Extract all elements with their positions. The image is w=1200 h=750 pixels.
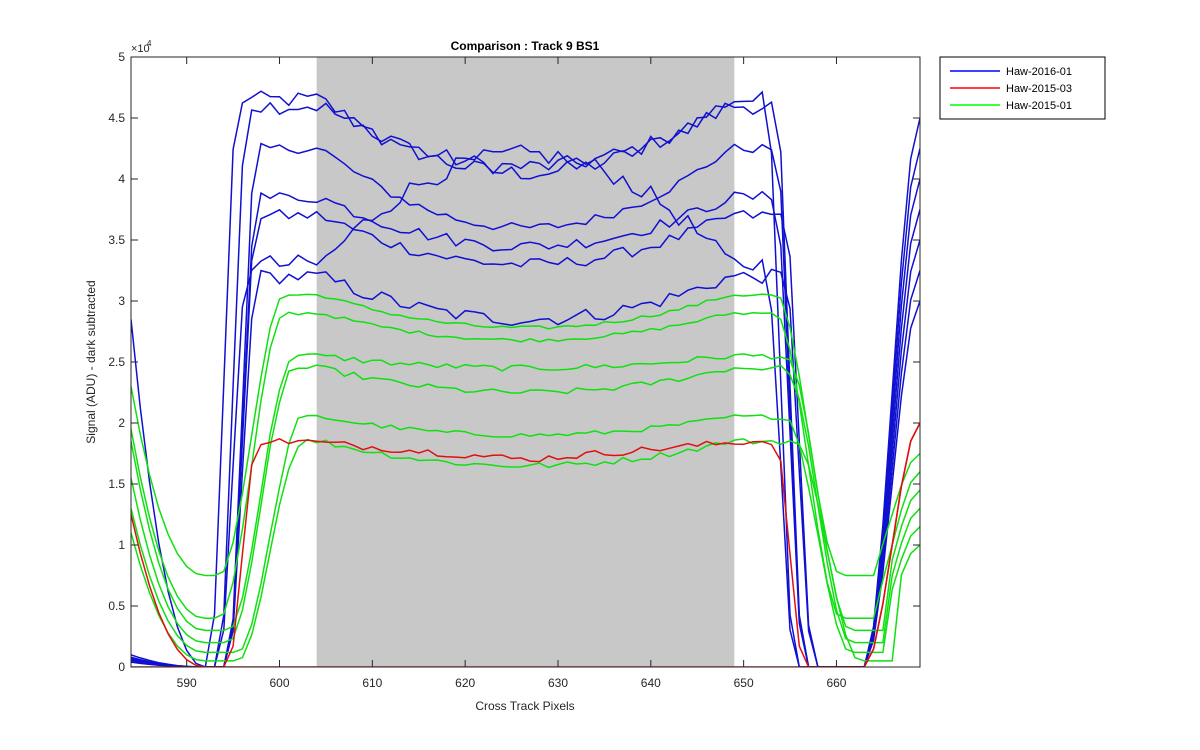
legend-entry-2: Haw-2015-03	[1006, 83, 1072, 95]
x-tick-label: 650	[734, 676, 754, 690]
y-exponent-label: ×10 4	[131, 39, 152, 55]
y-tick-label: 2	[118, 416, 125, 430]
x-tick-label: 640	[641, 676, 661, 690]
plot-area	[131, 57, 920, 667]
x-tick-label: 600	[270, 676, 290, 690]
y-exponent-power: 4	[147, 39, 152, 48]
series-line-blue-5	[131, 239, 920, 667]
series-line-blue-4	[131, 208, 920, 667]
x-tick-label: 660	[826, 676, 846, 690]
x-tick-label: 610	[362, 676, 382, 690]
x-axis-label: Cross Track Pixels	[475, 699, 574, 713]
y-tick-label: 3.5	[108, 233, 125, 247]
y-tick-label: 1.5	[108, 477, 125, 491]
x-tick-label: 630	[548, 676, 568, 690]
y-axis-label: Signal (ADU) - dark subtracted	[84, 280, 98, 443]
y-tick-label: 5	[118, 50, 125, 64]
legend-entry-1: Haw-2016-01	[1006, 66, 1072, 78]
y-tick-label: 3	[118, 294, 125, 308]
series-line-blue-6	[131, 144, 920, 667]
series-line-blue-1	[131, 90, 920, 667]
x-tick-label: 590	[177, 676, 197, 690]
legend: Haw-2016-01 Haw-2015-03 Haw-2015-01	[939, 56, 1106, 120]
series-line-green-12	[131, 414, 920, 654]
series-lines	[131, 90, 920, 667]
series-line-green-11	[131, 364, 920, 644]
series-line-blue-3	[131, 142, 920, 667]
y-tick-label: 0	[118, 660, 125, 674]
chart-title: Comparison : Track 9 BS1	[451, 39, 600, 53]
series-line-blue-7	[131, 190, 920, 667]
y-tick-label: 2.5	[108, 355, 125, 369]
series-line-green-9	[131, 311, 920, 619]
series-line-green-8	[131, 293, 920, 577]
y-tick-label: 0.5	[108, 599, 125, 613]
series-line-green-10	[131, 353, 920, 632]
x-tick-label: 620	[455, 676, 475, 690]
series-line-red-14	[131, 422, 920, 667]
y-tick-label: 4.5	[108, 111, 125, 125]
axes: 590 600 610 620 630 640 650 660 0 0.5 1 1.5 2 2.5 3 3.5…	[108, 50, 921, 690]
y-exponent-base: ×10	[131, 43, 150, 55]
series-line-green-13	[131, 438, 920, 662]
legend-entry-3: Haw-2015-01	[1006, 100, 1072, 112]
y-tick-label: 4	[118, 172, 125, 186]
y-tick-label: 1	[118, 538, 125, 552]
